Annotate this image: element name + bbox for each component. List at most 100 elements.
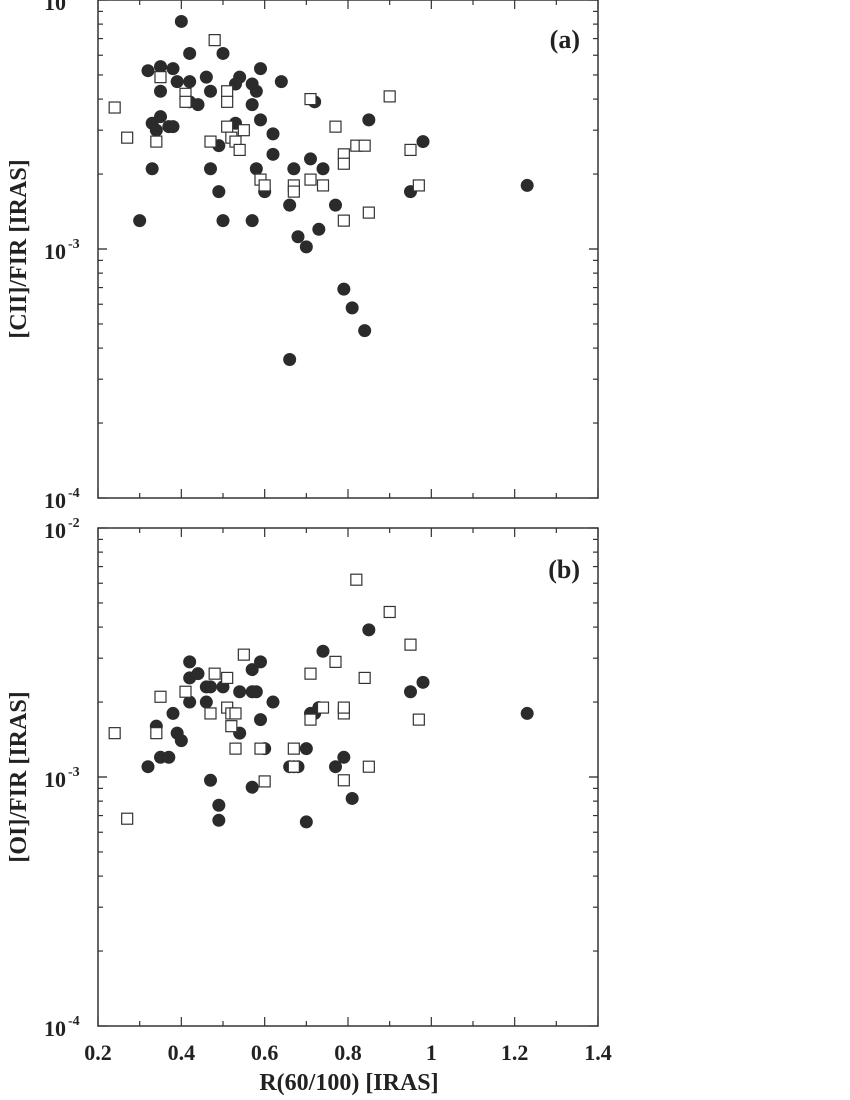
data-point-open bbox=[412, 179, 425, 192]
data-point-filled bbox=[316, 644, 330, 658]
data-point-filled bbox=[183, 655, 197, 669]
y-tick-label: 10 bbox=[44, 518, 66, 543]
data-point-open bbox=[258, 179, 271, 192]
data-point-filled bbox=[254, 113, 267, 127]
data-point-filled bbox=[362, 113, 376, 127]
data-point-open bbox=[208, 667, 221, 680]
data-point-filled bbox=[283, 198, 297, 212]
data-point-open bbox=[304, 173, 317, 186]
data-point-filled bbox=[216, 46, 230, 60]
data-point-open bbox=[258, 775, 271, 788]
data-point-open bbox=[304, 92, 317, 106]
data-point-open bbox=[404, 638, 417, 651]
data-point-open bbox=[150, 727, 163, 740]
data-point-open bbox=[221, 120, 234, 133]
data-point-open bbox=[179, 95, 192, 108]
data-point-open bbox=[316, 179, 330, 192]
panel-b-points bbox=[108, 573, 534, 829]
data-point-filled bbox=[345, 301, 359, 315]
y-tick-label: 10 bbox=[44, 0, 66, 15]
y-tick-label: 10 bbox=[44, 1016, 66, 1041]
data-point-open bbox=[337, 774, 350, 787]
data-point-filled bbox=[141, 64, 155, 78]
panel-a-ylabel: [CII]/FIR [IRAS] bbox=[6, 159, 32, 338]
x-tick-label: 1 bbox=[426, 1040, 437, 1065]
data-point-filled bbox=[245, 214, 259, 228]
data-point-filled bbox=[287, 162, 301, 176]
data-point-filled bbox=[416, 675, 430, 689]
data-point-filled bbox=[245, 780, 259, 794]
data-point-open bbox=[362, 206, 375, 219]
data-point-filled bbox=[245, 98, 259, 112]
panel-b-ticks: 10-410-310-2 bbox=[44, 516, 599, 1041]
data-point-filled bbox=[358, 324, 372, 338]
data-point-filled bbox=[254, 713, 267, 727]
data-point-filled bbox=[216, 214, 230, 228]
data-point-filled bbox=[291, 230, 305, 244]
x-tick-label: 1.4 bbox=[584, 1040, 612, 1065]
data-point-filled bbox=[183, 75, 197, 89]
data-point-filled bbox=[212, 798, 226, 812]
data-point-filled bbox=[174, 734, 188, 748]
data-point-filled bbox=[299, 742, 313, 756]
data-point-filled bbox=[154, 60, 167, 74]
data-point-open bbox=[358, 139, 371, 152]
data-point-filled bbox=[212, 813, 226, 827]
data-point-open bbox=[229, 742, 242, 755]
data-point-open bbox=[350, 573, 363, 586]
data-point-filled bbox=[337, 282, 351, 296]
panel-b-tag: (b) bbox=[548, 555, 580, 584]
data-point-filled bbox=[191, 98, 205, 112]
y-tick-label-exponent: -3 bbox=[68, 237, 80, 252]
data-point-open bbox=[358, 671, 371, 685]
data-point-filled bbox=[174, 14, 188, 28]
data-point-filled bbox=[520, 178, 534, 192]
data-point-filled bbox=[170, 75, 184, 89]
x-axis-label: R(60/100) [IRAS] bbox=[259, 1070, 438, 1096]
data-point-open bbox=[404, 143, 417, 157]
data-point-open bbox=[362, 760, 375, 773]
data-point-filled bbox=[312, 222, 326, 236]
data-point-open bbox=[237, 648, 250, 661]
data-point-open bbox=[204, 707, 217, 720]
data-point-filled bbox=[254, 62, 267, 76]
data-point-filled bbox=[204, 773, 217, 787]
data-point-filled bbox=[204, 84, 217, 98]
x-tick-label: 0.8 bbox=[334, 1040, 362, 1065]
data-point-filled bbox=[337, 750, 351, 764]
panel-a-ticks: 10-410-310 bbox=[44, 0, 599, 513]
data-point-open bbox=[329, 120, 342, 133]
data-point-filled bbox=[166, 62, 180, 76]
data-point-filled bbox=[249, 685, 263, 699]
data-point-open bbox=[221, 85, 234, 98]
data-point-open bbox=[121, 131, 134, 144]
data-point-filled bbox=[162, 750, 176, 764]
data-point-filled bbox=[183, 46, 197, 60]
data-point-open bbox=[108, 101, 121, 114]
data-point-open bbox=[204, 135, 217, 148]
data-point-filled bbox=[254, 655, 267, 669]
data-point-filled bbox=[166, 706, 180, 720]
data-point-filled bbox=[329, 760, 342, 774]
data-point-open bbox=[304, 667, 317, 680]
data-point-open bbox=[412, 713, 425, 726]
data-point-filled bbox=[520, 706, 534, 720]
y-tick-label-exponent: -4 bbox=[68, 1014, 80, 1029]
data-point-open bbox=[233, 143, 246, 157]
data-point-filled bbox=[145, 162, 159, 176]
data-point-filled bbox=[416, 135, 430, 149]
data-point-filled bbox=[149, 123, 163, 137]
data-point-filled bbox=[362, 623, 376, 637]
data-point-open bbox=[337, 214, 350, 227]
data-point-filled bbox=[274, 75, 288, 89]
x-tick-label: 1.2 bbox=[501, 1040, 529, 1065]
data-point-filled bbox=[316, 162, 330, 176]
y-tick-label: 10 bbox=[44, 767, 66, 792]
data-point-filled bbox=[299, 240, 313, 254]
x-tick-label: 0.6 bbox=[251, 1040, 279, 1065]
panel-a-points bbox=[108, 14, 534, 366]
data-point-open bbox=[383, 605, 396, 619]
data-point-filled bbox=[329, 198, 342, 212]
data-point-open bbox=[337, 157, 350, 170]
